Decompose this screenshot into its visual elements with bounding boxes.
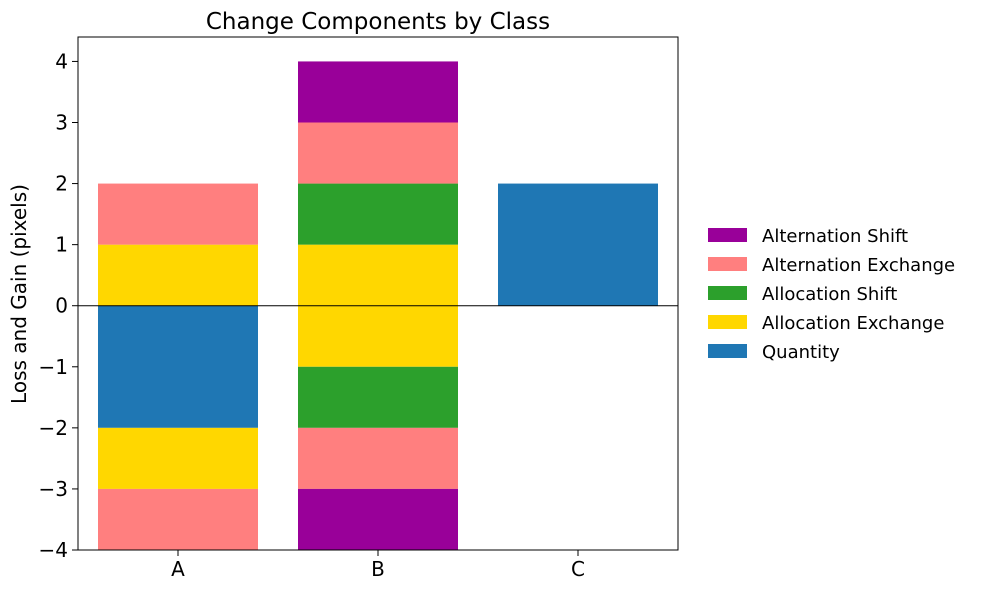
bar-a-alternation-exchange-loss — [98, 488, 258, 550]
bar-a-quantity-loss — [98, 305, 258, 428]
legend-swatch-alternation-exchange — [708, 257, 747, 271]
y-tick-label: −3 — [39, 477, 68, 501]
bar-b-alternation-shift-loss — [298, 488, 458, 550]
bar-b-alternation-shift-gain — [298, 61, 458, 123]
y-tick-label: 4 — [55, 49, 68, 73]
y-axis-label: Loss and Gain (pixels) — [7, 184, 31, 404]
x-axis: A B C — [171, 550, 585, 581]
y-tick-label: 0 — [55, 294, 68, 318]
y-axis: −4 −3 −2 −1 0 1 2 3 4 — [39, 49, 78, 562]
y-tick-label: −1 — [39, 355, 68, 379]
y-tick-label: −4 — [39, 538, 68, 562]
y-tick-label: 2 — [55, 172, 68, 196]
legend-label-allocation-shift: Allocation Shift — [762, 284, 897, 305]
x-tick-label: C — [571, 557, 585, 581]
bar-a-allocation-exchange-gain — [98, 244, 258, 306]
legend-swatch-allocation-shift — [708, 286, 747, 300]
legend-swatch-allocation-exchange — [708, 315, 747, 329]
legend-label-alternation-shift: Alternation Shift — [762, 226, 908, 247]
bar-b-alternation-exchange-loss — [298, 427, 458, 489]
y-tick-label: −2 — [39, 416, 68, 440]
bar-b-allocation-shift-loss — [298, 366, 458, 428]
bar-b-allocation-exchange-loss — [298, 305, 458, 367]
bars — [98, 61, 658, 550]
bar-b-allocation-exchange-gain — [298, 244, 458, 306]
x-tick-label: A — [171, 557, 185, 581]
bar-b-alternation-exchange-gain — [298, 122, 458, 184]
legend-label-allocation-exchange: Allocation Exchange — [762, 313, 944, 334]
bar-c-quantity-gain — [498, 183, 658, 306]
legend-label-quantity: Quantity — [762, 342, 840, 363]
bar-b-allocation-shift-gain — [298, 183, 458, 245]
legend-swatch-alternation-shift — [708, 228, 747, 242]
y-tick-label: 1 — [55, 233, 68, 257]
y-tick-label: 3 — [55, 111, 68, 135]
legend-label-alternation-exchange: Alternation Exchange — [762, 255, 955, 276]
legend-swatch-quantity — [708, 344, 747, 358]
chart-title: Change Components by Class — [206, 9, 550, 35]
legend: Alternation Shift Alternation Exchange All… — [708, 226, 955, 363]
x-tick-label: B — [371, 557, 385, 581]
bar-a-alternation-exchange-gain — [98, 183, 258, 245]
bar-a-allocation-exchange-loss — [98, 427, 258, 489]
